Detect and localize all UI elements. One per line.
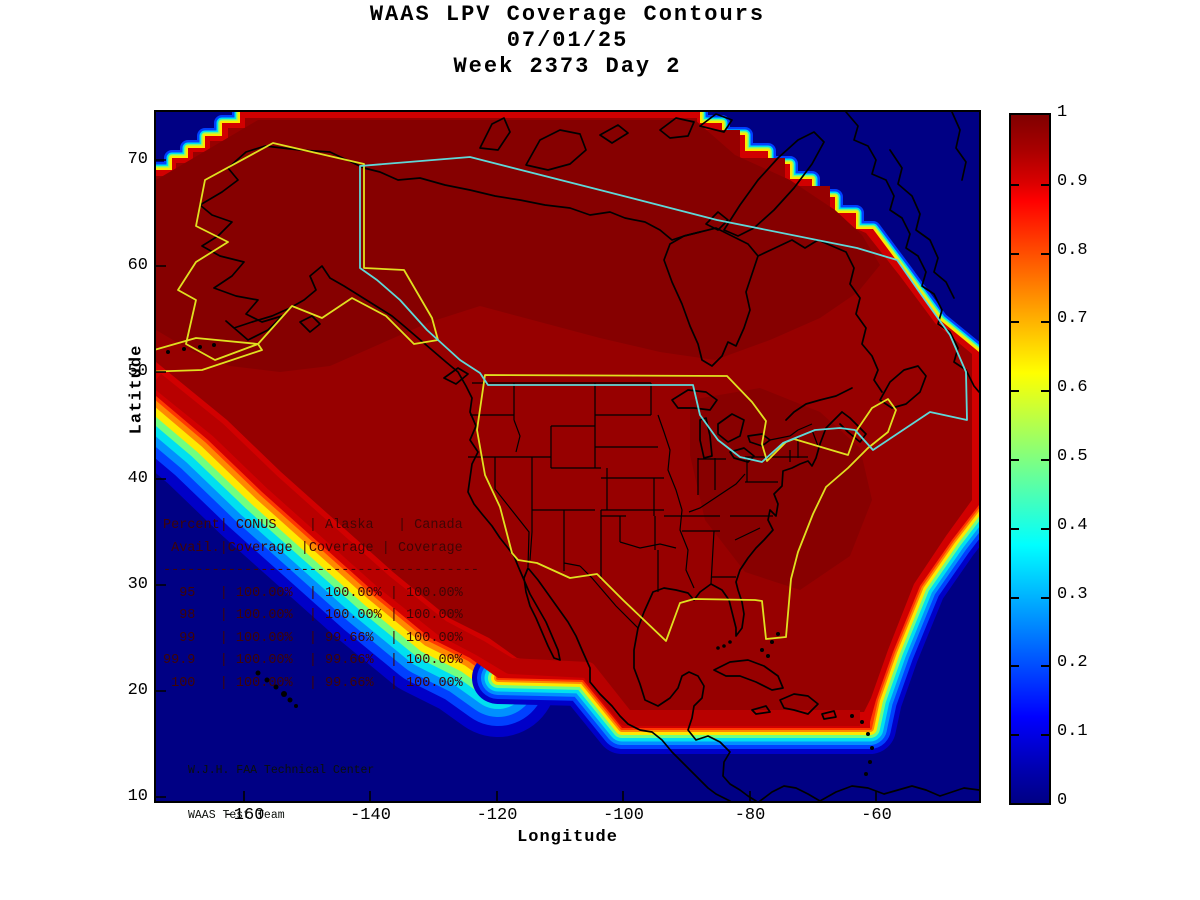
colorbar-tick-0: 0: [1057, 791, 1068, 810]
colorbar-tick-0.7: 0.7: [1057, 309, 1088, 329]
colorbar-tick-mark: [1041, 390, 1049, 393]
colorbar-tick-0.6: 0.6: [1057, 378, 1088, 398]
y-tick-50: 50: [127, 362, 148, 382]
y-tick-20: 20: [127, 681, 148, 700]
colorbar-tick-mark: [1011, 527, 1019, 530]
colorbar-tick-mark: [1041, 527, 1049, 530]
coastlines: [199, 112, 979, 801]
colorbar-tick-mark: [1011, 596, 1019, 599]
island-dots: [166, 343, 874, 776]
colorbar-tick-1: 1: [1057, 103, 1068, 122]
colorbar-tick-mark: [1041, 596, 1049, 599]
title-line-3: Week 2373 Day 2: [453, 54, 682, 79]
title-line-2: 07/01/25: [506, 28, 629, 53]
x-tick--140: -140: [350, 806, 391, 825]
colorbar-tick-0.1: 0.1: [1057, 722, 1088, 742]
canada-boundary-cyan: [359, 156, 968, 463]
aleutian-boundary: [156, 337, 263, 373]
colorbar-tick-0.2: 0.2: [1057, 653, 1088, 673]
x-axis-label: Longitude: [517, 828, 618, 847]
coverage-map: [156, 112, 979, 801]
y-axis-label: Latitude: [127, 344, 147, 435]
colorbar-tick-0.4: 0.4: [1057, 515, 1088, 535]
colorbar-tick-mark: [1041, 321, 1049, 324]
colorbar-tick-mark: [1041, 183, 1049, 186]
x-tick--60: -60: [861, 806, 892, 825]
colorbar-tick-0.3: 0.3: [1057, 584, 1088, 604]
colorbar-tick-mark: [1011, 252, 1019, 255]
credit-line-1: W.J.H. FAA Technical Center: [188, 764, 375, 777]
colorbar: [1009, 113, 1051, 805]
plot-title: WAAS LPV Coverage Contours 07/01/25 Week…: [156, 2, 979, 80]
x-tick--160: -160: [223, 806, 265, 825]
title-line-1: WAAS LPV Coverage Contours: [369, 2, 766, 27]
x-tick--120: -120: [476, 806, 518, 825]
y-tick-60: 60: [127, 256, 148, 276]
colorbar-tick-mark: [1041, 252, 1049, 255]
y-tick-30: 30: [127, 574, 148, 594]
colorbar-tick-mark: [1011, 390, 1019, 393]
colorbar-tick-0.5: 0.5: [1057, 447, 1088, 466]
colorbar-tick-mark: [1041, 459, 1049, 461]
credit-text: W.J.H. FAA Technical Center WAAS Test Te…: [188, 733, 374, 853]
state-borders: [468, 382, 819, 629]
colorbar-tick-mark: [1011, 459, 1019, 461]
colorbar-tick-mark: [1011, 183, 1019, 186]
colorbar-tick-mark: [1041, 734, 1049, 737]
plot-frame: [154, 110, 981, 803]
colorbar-tick-mark: [1011, 321, 1019, 324]
colorbar-tick-mark: [1011, 665, 1019, 668]
colorbar-tick-0.9: 0.9: [1057, 171, 1088, 191]
axis-tick-marks: [156, 159, 877, 801]
x-tick--100: -100: [603, 806, 644, 825]
colorbar-tick-mark: [1011, 734, 1019, 737]
y-tick-10: 10: [127, 787, 148, 807]
credit-line-2: WAAS Test Team: [188, 809, 285, 822]
colorbar-tick-0.8: 0.8: [1057, 240, 1088, 260]
alaska-boundary: [177, 142, 439, 361]
contour-band-095: [156, 373, 860, 726]
y-tick-40: 40: [127, 468, 148, 488]
colorbar-tick-mark: [1041, 665, 1049, 668]
y-tick-70: 70: [127, 150, 148, 169]
x-tick--80: -80: [734, 806, 766, 825]
